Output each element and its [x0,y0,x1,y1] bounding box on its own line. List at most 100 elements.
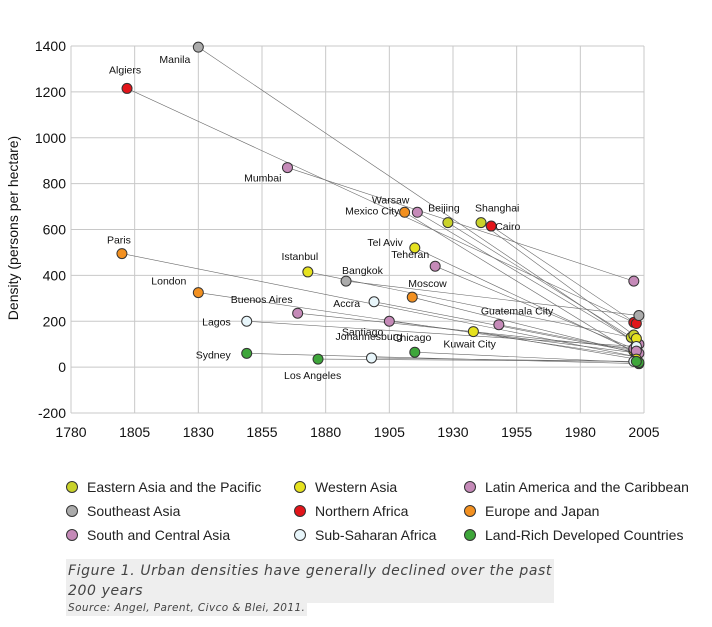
start-point [312,353,324,365]
y-axis-label: Density (persons per hectare) [5,136,21,320]
connector-lines [121,46,640,364]
end-point [630,355,642,367]
y-tick-label: 800 [43,176,67,192]
connector-line [498,324,637,352]
legend-swatch [464,529,476,541]
source-note-box: Source: Angel, Parent, Civco & Blei, 201… [66,600,308,616]
x-tick-label: 2005 [628,424,659,440]
start-point [485,220,497,232]
x-tick-label: 1780 [55,424,86,440]
legend-label: Eastern Asia and the Pacific [87,479,262,495]
x-tick-label: 1805 [119,424,150,440]
legend-swatch [66,481,78,493]
start-point [493,319,505,331]
city-label: Teheran [391,249,429,261]
start-point [340,275,352,287]
connector-line [447,222,632,338]
city-label: Manila [159,54,190,66]
city-label: Kuwait City [443,339,496,351]
y-tick-label: 600 [43,222,67,238]
city-label: Lagos [202,316,231,328]
legend-label: Southeast Asia [87,503,181,519]
chart-legend: Eastern Asia and the Pacific Western Asia… [66,479,706,543]
x-tick-label: 1980 [565,424,596,440]
legend-item: Latin America and the Caribbean [464,479,704,495]
start-point [116,248,128,260]
city-label: Moscow [408,278,447,290]
y-tick-label: 0 [58,359,66,375]
connector-line [435,265,634,350]
connector-line [346,280,639,316]
city-label: Accra [333,298,360,310]
city-label: Algiers [109,64,141,76]
connector-line [198,46,637,344]
figure-caption-box: Figure 1. Urban densities have generally… [66,559,554,603]
y-tick-label: 400 [43,267,67,283]
legend-label: Western Asia [315,479,398,495]
connector-line [246,320,637,347]
legend-item: Northern Africa [294,503,464,519]
x-tick-label: 1855 [246,424,277,440]
start-point [383,315,395,327]
x-tick-label: 1955 [501,424,532,440]
legend-item: Europe and Japan [464,503,704,519]
city-label: Chicago [393,332,432,344]
legend-item: Eastern Asia and the Pacific [66,479,294,495]
legend-swatch [294,529,306,541]
start-point [411,206,423,218]
city-label: Santiago [342,326,384,338]
city-label: London [151,276,186,288]
legend-item: Land-Rich Developed Countries [464,527,704,543]
start-point [241,347,253,359]
city-label: Bangkok [342,265,384,277]
city-label: Buenos Aires [231,294,293,306]
start-point [429,260,441,272]
city-label: Mumbai [244,173,281,185]
city-label: Los Angeles [284,370,341,382]
start-point [368,296,380,308]
city-label: Sydney [196,349,232,361]
start-point [467,326,479,338]
grid-lines [70,45,645,414]
x-tick-label: 1880 [310,424,341,440]
connector-line [491,225,637,324]
connector-line [480,222,634,336]
connector-line [389,320,639,354]
y-tick-label: 200 [43,313,67,329]
city-label: Guatemala City [481,306,554,318]
legend-label: Latin America and the Caribbean [485,479,689,495]
legend-swatch [464,481,476,493]
start-point [192,287,204,299]
y-tick-label: 1200 [35,84,66,100]
legend-item: Western Asia [294,479,464,495]
legend-swatch [294,505,306,517]
figure-caption-line-2: 200 years [68,583,144,599]
connector-line [126,88,634,323]
connector-line [473,331,637,360]
legend-label: South and Central Asia [87,527,231,543]
start-point [442,217,454,229]
legend-item: South and Central Asia [66,527,294,543]
figure-caption-line-1: Figure 1. Urban densities have generally… [68,563,552,579]
connector-line [246,353,639,364]
source-note: Source: Angel, Parent, Civco & Blei, 201… [68,602,306,614]
x-tick-label: 1830 [183,424,214,440]
y-tick-label: -200 [38,405,66,421]
start-point [409,242,421,254]
legend-label: Land-Rich Developed Countries [485,527,684,543]
city-label: Warsaw [372,194,410,206]
start-point [399,206,411,218]
legend-item: Sub-Saharan Africa [294,527,464,543]
start-point [406,291,418,303]
x-tick-label: 1930 [437,424,468,440]
y-tick-label: 1400 [35,38,66,54]
start-point [409,346,421,358]
scatter-chart: 1780 1805 1830 1855 1880 1905 1930 1955 1980 2005… [5,38,660,440]
city-label: Paris [107,235,131,247]
legend-label: Europe and Japan [485,503,600,519]
city-label: Shanghai [475,203,519,215]
y-tick-label: 1000 [35,130,66,146]
axes: 1780 1805 1830 1855 1880 1905 1930 1955 1980 2005… [35,38,660,440]
legend-swatch [66,505,78,517]
